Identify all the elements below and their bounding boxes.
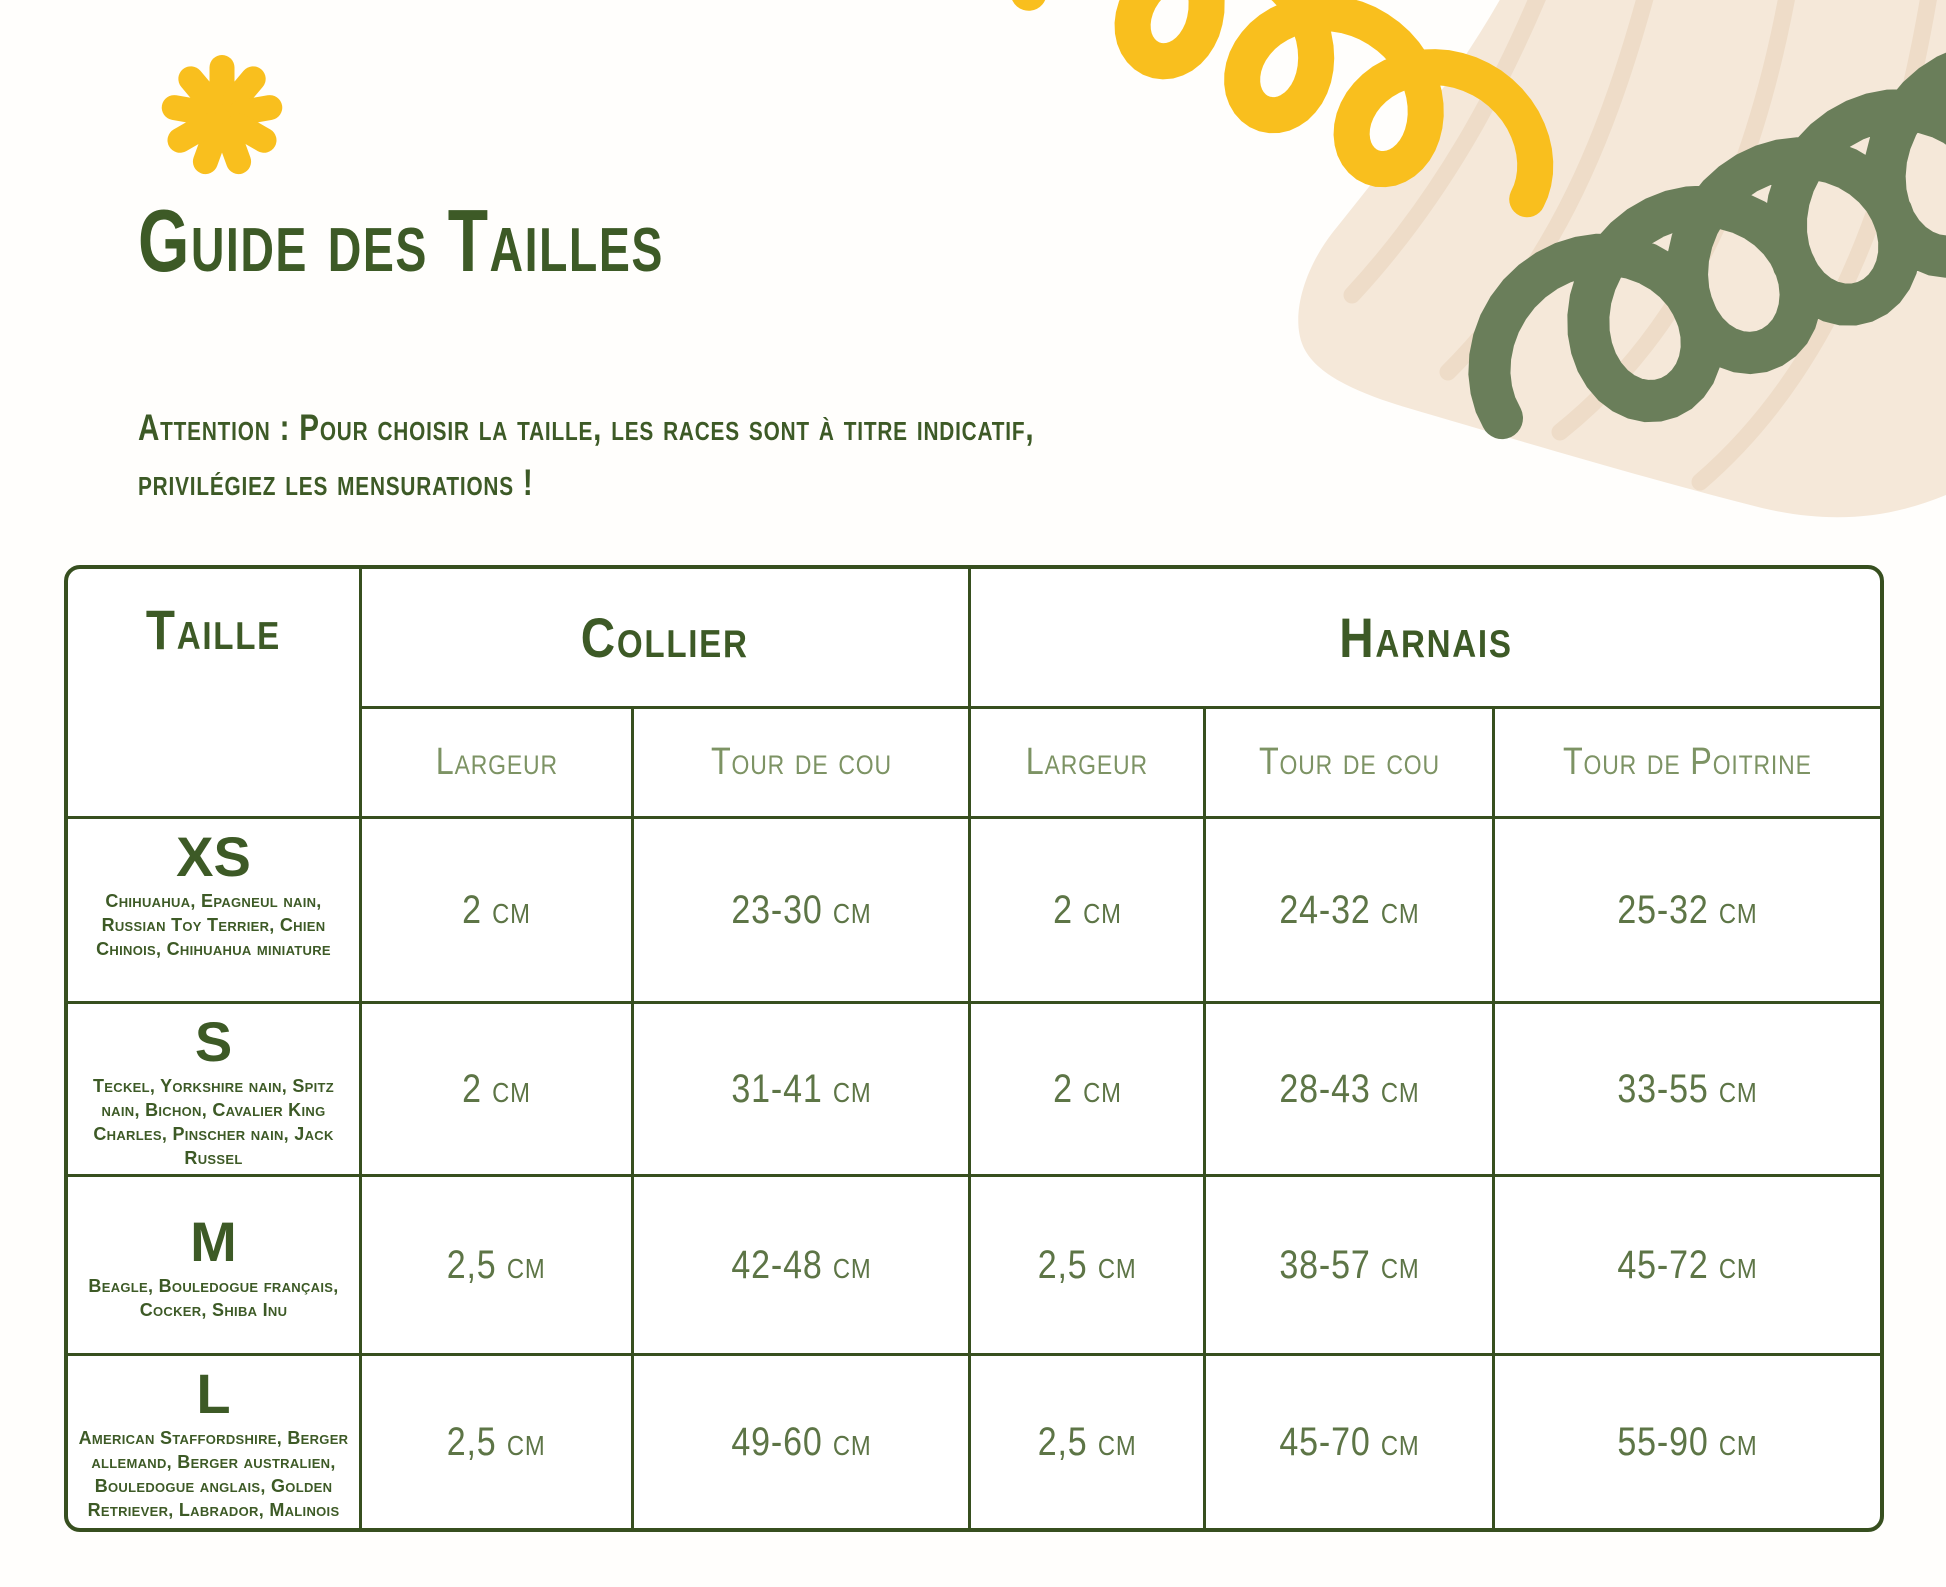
xs-harnais-largeur: 2 cm	[971, 819, 1203, 1001]
header-harnais: Harnais	[971, 569, 1880, 706]
breeds-s: Teckel, Yorkshire nain, Spitz nain, Bich…	[92, 1076, 334, 1168]
subheader-collier-largeur: Largeur	[362, 709, 631, 816]
size-cell-m: M Beagle, Bouledogue français, Cocker, S…	[68, 1177, 359, 1353]
l-harnais-largeur: 2,5 cm	[971, 1356, 1203, 1528]
subheader-harnais-tour-de-cou: Tour de cou	[1206, 709, 1492, 816]
size-cell-xs: XS Chihuahua, Epagneul nain, Russian Toy…	[68, 819, 359, 1001]
subtitle-line-1: Attention : Pour choisir la taille, les …	[138, 407, 1035, 448]
xs-collier-tour-de-cou: 23-30 cm	[634, 819, 968, 1001]
l-collier-largeur: 2,5 cm	[362, 1356, 631, 1528]
header-collier: Collier	[362, 569, 968, 706]
m-collier-tour-de-cou: 42-48 cm	[634, 1177, 968, 1353]
page-subtitle: Attention : Pour choisir la taille, les …	[138, 400, 1034, 510]
breeds-l: American Staffordshire, Berger allemand,…	[78, 1428, 349, 1520]
breeds-xs: Chihuahua, Epagneul nain, Russian Toy Te…	[96, 891, 331, 959]
s-harnais-tour-de-poitrine: 33-55 cm	[1495, 1004, 1880, 1174]
yellow-spiral-doodle	[1012, 0, 1554, 218]
size-cell-l: L American Staffordshire, Berger alleman…	[68, 1356, 359, 1528]
s-harnais-largeur: 2 cm	[971, 1004, 1203, 1174]
s-collier-tour-de-cou: 31-41 cm	[634, 1004, 968, 1174]
m-collier-largeur: 2,5 cm	[362, 1177, 631, 1353]
m-harnais-tour-de-cou: 38-57 cm	[1206, 1177, 1492, 1353]
m-harnais-largeur: 2,5 cm	[971, 1177, 1203, 1353]
xs-collier-largeur: 2 cm	[362, 819, 631, 1001]
header-taille-label: Taille	[145, 598, 282, 661]
l-collier-tour-de-cou: 49-60 cm	[634, 1356, 968, 1528]
beige-blob-stripes	[1343, 0, 1939, 491]
size-label-xs: XS	[176, 825, 251, 888]
size-label-l: L	[196, 1362, 231, 1425]
xs-harnais-tour-de-poitrine: 25-32 cm	[1495, 819, 1880, 1001]
size-guide-table: Taille Collier Harnais Largeur Tour de c…	[64, 565, 1884, 1532]
subtitle-line-2: privilégiez les mensurations !	[138, 462, 534, 503]
yellow-asterisk-icon	[161, 55, 283, 175]
size-label-m: M	[190, 1210, 237, 1273]
size-label-s: S	[194, 1010, 233, 1073]
subheader-harnais-tour-de-poitrine: Tour de Poitrine	[1495, 709, 1880, 816]
subheader-collier-tour-de-cou: Tour de cou	[634, 709, 968, 816]
s-collier-largeur: 2 cm	[362, 1004, 631, 1174]
size-cell-s: S Teckel, Yorkshire nain, Spitz nain, Bi…	[68, 1004, 359, 1174]
breeds-m: Beagle, Bouledogue français, Cocker, Shi…	[88, 1276, 339, 1320]
page-title: Guide des Tailles	[138, 191, 664, 290]
green-spiral-doodle	[1468, 52, 1946, 440]
header-harnais-label: Harnais	[1338, 606, 1513, 669]
m-harnais-tour-de-poitrine: 45-72 cm	[1495, 1177, 1880, 1353]
xs-harnais-tour-de-cou: 24-32 cm	[1206, 819, 1492, 1001]
s-harnais-tour-de-cou: 28-43 cm	[1206, 1004, 1492, 1174]
l-harnais-tour-de-cou: 45-70 cm	[1206, 1356, 1492, 1528]
subheader-harnais-largeur: Largeur	[971, 709, 1203, 816]
header-collier-label: Collier	[581, 606, 749, 669]
l-harnais-tour-de-poitrine: 55-90 cm	[1495, 1356, 1880, 1528]
header-taille: Taille	[68, 569, 359, 816]
beige-blob-shape	[1298, 0, 1946, 518]
